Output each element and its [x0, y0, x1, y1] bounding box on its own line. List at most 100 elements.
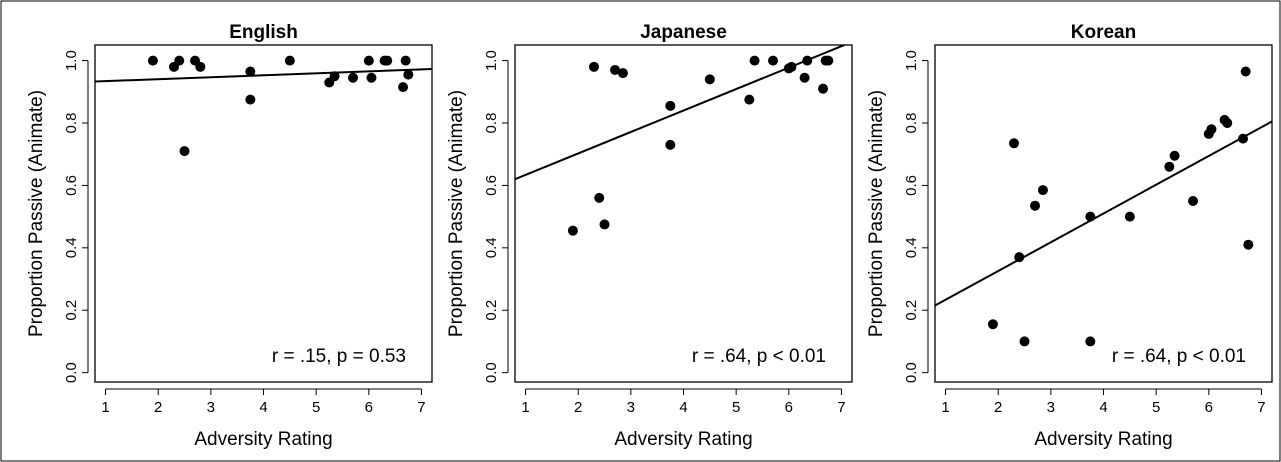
data-point: [1008, 138, 1019, 149]
x-tick-label: 6: [785, 399, 793, 416]
data-point: [1240, 66, 1251, 77]
data-point: [749, 55, 760, 66]
plot-frame: [514, 44, 853, 383]
data-point: [617, 68, 628, 79]
data-point: [704, 74, 715, 85]
data-point: [799, 72, 810, 83]
data-point: [823, 55, 834, 66]
data-point: [665, 100, 676, 111]
x-axis-label: Adversity Rating: [194, 429, 332, 450]
data-point: [1222, 118, 1233, 129]
y-tick-label: 1.0: [483, 50, 500, 71]
y-tick-label: 0.4: [903, 237, 920, 258]
data-point: [1019, 336, 1030, 347]
x-tick-label: 4: [259, 399, 267, 416]
y-tick-label: 1.0: [63, 50, 80, 71]
y-tick-label: 0.6: [903, 175, 920, 196]
data-point: [1014, 252, 1025, 263]
data-point: [398, 82, 409, 93]
y-tick-label: 0.4: [483, 237, 500, 258]
y-tick-label: 0.2: [63, 300, 80, 321]
data-point: [786, 61, 797, 72]
x-tick-label: 7: [837, 399, 845, 416]
data-point: [400, 55, 411, 66]
plot-frame: [934, 44, 1273, 383]
x-tick-label: 6: [365, 399, 373, 416]
data-point: [594, 192, 605, 203]
panel-japanese: Japanese 1 2 3 4 5 6 7 0.0 0.2 0.4 0.6 0.8 1.0 Adversi…: [446, 22, 853, 450]
stats-annotation: r = .64, p < 0.01: [692, 346, 826, 367]
chart-title: Japanese: [640, 22, 727, 43]
data-point: [147, 55, 158, 66]
x-tick-label: 5: [1152, 399, 1160, 416]
data-point: [1238, 133, 1249, 144]
x-axis-label: Adversity Rating: [614, 429, 752, 450]
chart-title: English: [229, 22, 298, 43]
data-point: [665, 139, 676, 150]
y-tick-label: 0.6: [483, 175, 500, 196]
y-tick-label: 1.0: [903, 50, 920, 71]
y-axis-label: Proportion Passive (Animate): [26, 90, 47, 337]
x-tick-label: 4: [679, 399, 687, 416]
data-point: [363, 55, 374, 66]
data-point: [1164, 161, 1175, 172]
data-point: [610, 64, 621, 75]
y-axis-label: Proportion Passive (Animate): [866, 90, 887, 337]
y-tick-label: 0.0: [63, 362, 80, 383]
y-tick-label: 0.0: [483, 362, 500, 383]
y-tick-label: 0.0: [903, 362, 920, 383]
x-tick-label: 1: [521, 399, 529, 416]
data-point: [403, 69, 414, 80]
data-point: [245, 94, 256, 105]
plot-frame: [94, 44, 433, 383]
y-tick-label: 0.8: [903, 113, 920, 134]
x-tick-label: 2: [154, 399, 162, 416]
data-point: [179, 146, 190, 157]
y-tick-label: 0.4: [63, 237, 80, 258]
y-tick-label: 0.8: [63, 113, 80, 134]
data-point: [284, 55, 295, 66]
data-point: [987, 319, 998, 330]
panel-korean: Korean 1 2 3 4 5 6 7 0.0 0.2 0.4 0.6 0.8 1.0 Adversity…: [866, 22, 1273, 450]
stats-annotation: r = .64, p < 0.01: [1112, 346, 1246, 367]
panel-english: English 1 2 3 4 5 6 7 0.0 0.2 0.4 0.6 0.8 1.0 Adversit…: [26, 22, 433, 450]
data-point: [382, 55, 393, 66]
data-point: [1124, 211, 1135, 222]
y-tick-label: 0.2: [903, 300, 920, 321]
regression-line: [935, 120, 1272, 307]
data-point: [245, 66, 256, 77]
data-point: [768, 55, 779, 66]
data-point: [329, 71, 340, 82]
regression-line: [95, 68, 432, 83]
y-axis-label: Proportion Passive (Animate): [446, 90, 467, 337]
data-point: [588, 61, 599, 72]
x-tick-label: 7: [417, 399, 425, 416]
data-point: [1037, 185, 1048, 196]
x-tick-label: 5: [732, 399, 740, 416]
x-tick-label: 3: [1047, 399, 1055, 416]
data-point: [1085, 336, 1096, 347]
data-point: [1030, 200, 1041, 211]
data-point: [599, 219, 610, 230]
data-point: [1169, 150, 1180, 161]
data-point: [567, 225, 578, 236]
x-tick-label: 3: [207, 399, 215, 416]
data-point: [802, 55, 813, 66]
x-tick-label: 6: [1205, 399, 1213, 416]
x-tick-label: 3: [627, 399, 635, 416]
data-point: [1085, 211, 1096, 222]
data-point: [366, 72, 377, 83]
x-tick-label: 4: [1099, 399, 1107, 416]
data-point: [1188, 196, 1199, 207]
x-tick-label: 7: [1257, 399, 1265, 416]
x-tick-label: 1: [941, 399, 949, 416]
stats-annotation: r = .15, p = 0.53: [272, 346, 406, 367]
data-point: [1243, 239, 1254, 250]
panels: English 1 2 3 4 5 6 7 0.0 0.2 0.4 0.6 0.8 1.0 Adversit…: [26, 22, 1273, 450]
data-point: [1206, 124, 1217, 135]
data-point: [348, 72, 359, 83]
data-point: [744, 94, 755, 105]
data-point: [195, 61, 206, 72]
x-tick-label: 1: [101, 399, 109, 416]
